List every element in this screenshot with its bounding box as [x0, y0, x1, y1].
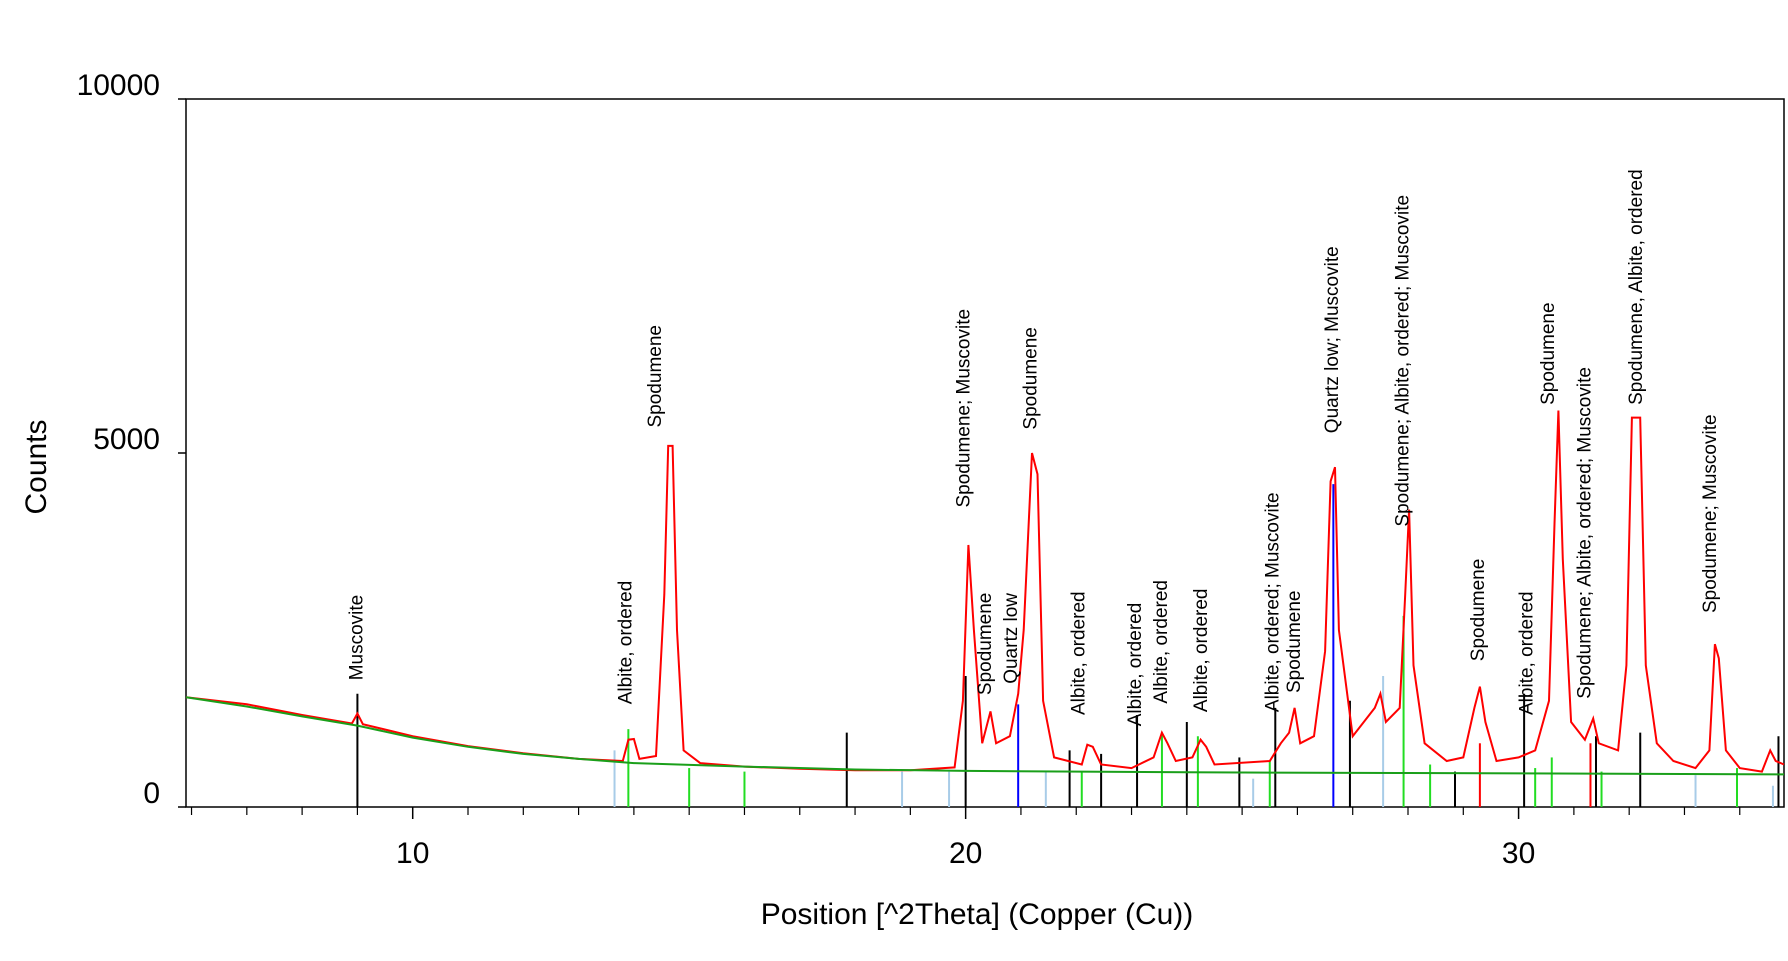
peak-annotation: Spodumene: [975, 593, 996, 695]
y-tick-label: 5000: [93, 423, 160, 456]
plot-frame: [185, 98, 1785, 808]
peak-annotation: Albite, ordered: [1151, 580, 1172, 704]
x-tick-label: 30: [1502, 837, 1535, 870]
y-tick-label: 0: [143, 777, 160, 810]
peak-annotation: Spodumene; Muscovite: [1700, 414, 1721, 613]
x-tick-label: 10: [396, 837, 429, 870]
peak-annotation: Albite, ordered: [616, 581, 637, 705]
y-axis-label: Counts: [20, 419, 53, 514]
x-axis-label: Position [^2Theta] (Copper (Cu)): [761, 898, 1194, 931]
peak-annotation: Spodumene: [645, 325, 666, 427]
peak-annotation: Spodumene: [1020, 327, 1041, 429]
peak-annotation: Albite, ordered; Muscovite: [1263, 492, 1284, 712]
peak-annotation: Muscovite: [346, 595, 367, 681]
peak-annotation: Spodumene; Muscovite: [954, 309, 975, 508]
peak-annotation: Spodumene: [1468, 559, 1489, 661]
peak-annotation: Albite, ordered: [1191, 589, 1212, 713]
peak-annotation: Spodumene: [1538, 302, 1559, 404]
peak-annotation: Spodumene; Albite, ordered; Muscovite: [1575, 367, 1596, 699]
y-tick-label: 10000: [77, 69, 160, 102]
peak-annotation: Albite, ordered: [1516, 591, 1537, 715]
peak-annotation: Albite, ordered: [1125, 603, 1146, 727]
background-line: [185, 696, 1785, 776]
peak-annotation: Quartz low: [1001, 593, 1022, 684]
peak-annotation: Spodumene: [1284, 591, 1305, 693]
peak-annotation: Quartz low; Muscovite: [1322, 246, 1343, 433]
peak-annotation: Spodumene; Albite, ordered; Muscovite: [1393, 195, 1414, 527]
measured-pattern: [185, 410, 1785, 773]
peak-annotation: Spodumene, Albite, ordered: [1626, 169, 1647, 405]
peak-annotation: Albite, ordered: [1069, 591, 1090, 715]
x-tick-label: 20: [949, 837, 982, 870]
